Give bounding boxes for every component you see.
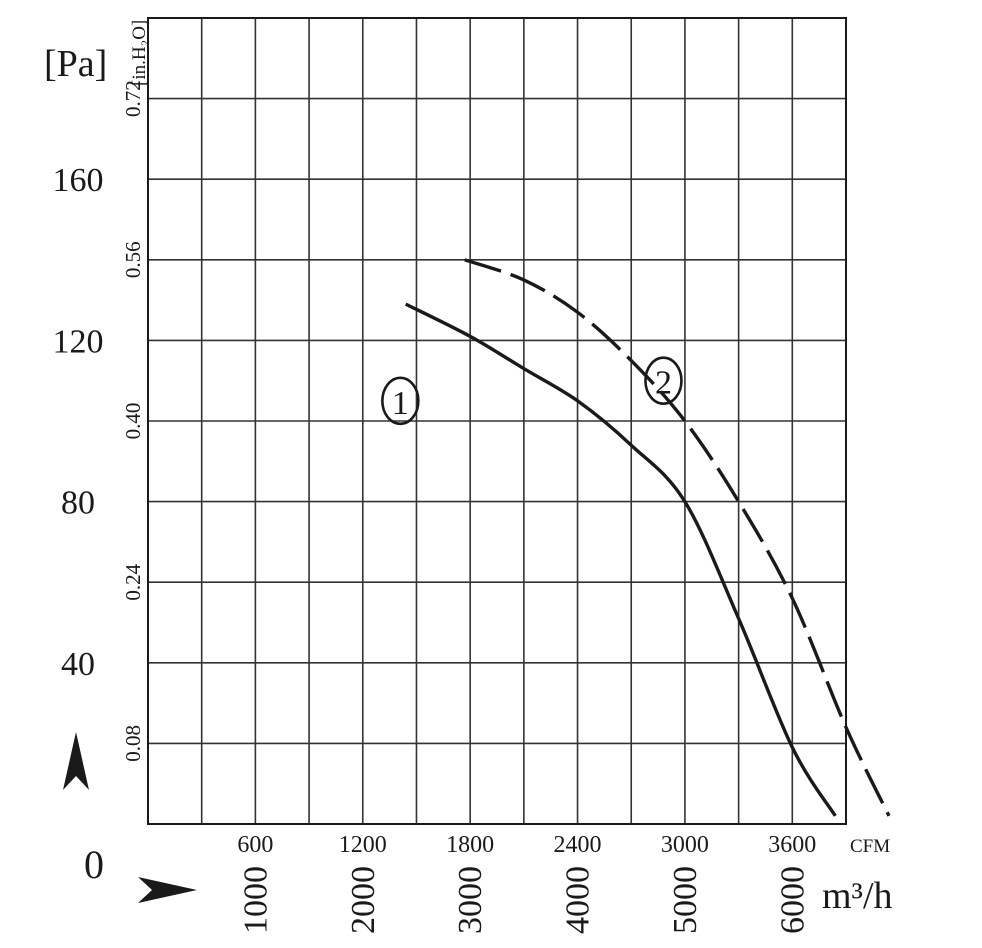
x-tick-cfm: 3600 [768,832,816,858]
x-tick-cfm: 3000 [661,832,709,858]
x-axis-unit-cfm: CFM [850,836,890,857]
y-tick-inh2o: 0.08 [121,725,145,762]
y-axis-unit-inh2o: [in.H₂O] [129,20,150,86]
plot-frame [147,17,847,825]
x-tick-m3h: 2000 [345,866,382,934]
y-axis-zero-label: 0 [84,842,104,887]
grid [148,18,846,824]
series-2-label: 2 [655,365,672,402]
y-axis-arrow-icon [63,732,89,790]
series-1-line [404,302,837,817]
x-tick-m3h: 1000 [237,866,274,934]
y-tick-inh2o: 0.72 [121,80,145,117]
x-axis-arrow-icon [138,877,197,903]
series-1-label-circle [381,376,420,426]
series-2-line [464,258,891,817]
series-1-label: 1 [392,385,409,422]
plot-border [147,17,847,825]
x-tick-cfm: 2400 [554,832,602,858]
x-tick-m3h: 3000 [452,866,489,934]
y-axis-unit-pa: [Pa] [44,43,107,85]
x-tick-cfm: 1200 [339,832,387,858]
y-tick-inh2o: 0.24 [121,563,145,600]
y-tick-inh2o: 0.56 [121,241,145,278]
x-axis-unit-m3h: m³/h [822,875,893,917]
x-tick-cfm: 1800 [446,832,494,858]
y-tick-pa: 40 [61,646,95,683]
y-tick-pa: 160 [53,162,104,199]
y-tick-pa: 80 [61,485,95,522]
series-layer [404,258,891,817]
y-tick-inh2o: 0.40 [121,403,145,440]
x-tick-m3h: 6000 [774,866,811,934]
x-tick-cfm: 600 [237,832,273,858]
y-tick-pa: 120 [53,323,104,360]
x-tick-m3h: 4000 [560,866,597,934]
x-tick-m3h: 5000 [667,866,704,934]
series-2-label-circle [644,356,683,406]
